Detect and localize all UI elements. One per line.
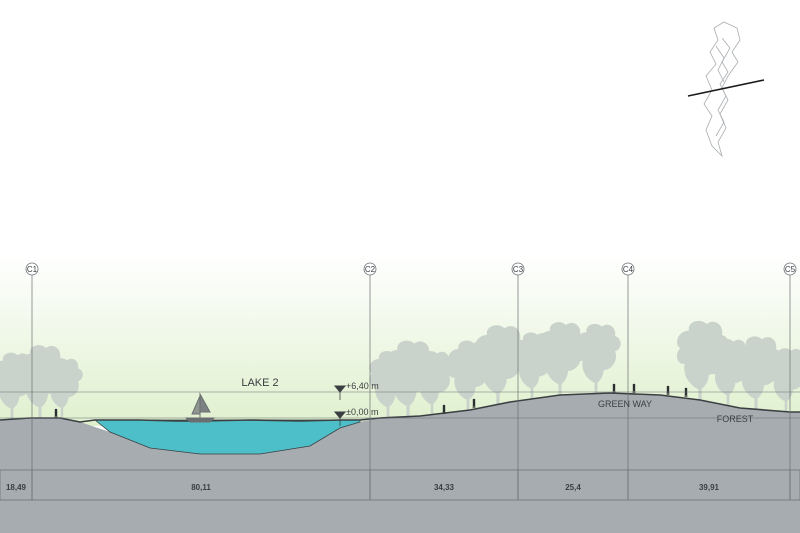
lake-label: LAKE 2 xyxy=(241,377,278,389)
dimension-label: 18,49 xyxy=(6,483,27,492)
column-marker-C4: C4 xyxy=(623,265,634,274)
key-plan-section-line xyxy=(688,80,764,96)
column-marker-C1: C1 xyxy=(27,265,38,274)
level-low-label: ±0,00 m xyxy=(346,407,378,417)
key-plan xyxy=(682,18,772,168)
column-marker-C2: C2 xyxy=(365,265,376,274)
column-marker-C5: C5 xyxy=(785,265,796,274)
greenway-label: GREEN WAY xyxy=(598,399,652,409)
section-drawing: +6,40 m ±0,00 m C1 C2 C3 C4 C5 LAKE 2 GREEN … xyxy=(0,0,800,533)
section-svg: +6,40 m ±0,00 m C1 C2 C3 C4 C5 LAKE 2 GREEN … xyxy=(0,0,800,533)
dimension-label: 34,33 xyxy=(434,483,455,492)
dimension-label: 25,4 xyxy=(565,483,581,492)
forest-label: FOREST xyxy=(717,414,754,424)
column-marker-C3: C3 xyxy=(513,265,524,274)
dimension-label: 39,91 xyxy=(699,483,720,492)
level-high-label: +6,40 m xyxy=(346,381,379,391)
dimension-label: 80,11 xyxy=(191,483,211,492)
